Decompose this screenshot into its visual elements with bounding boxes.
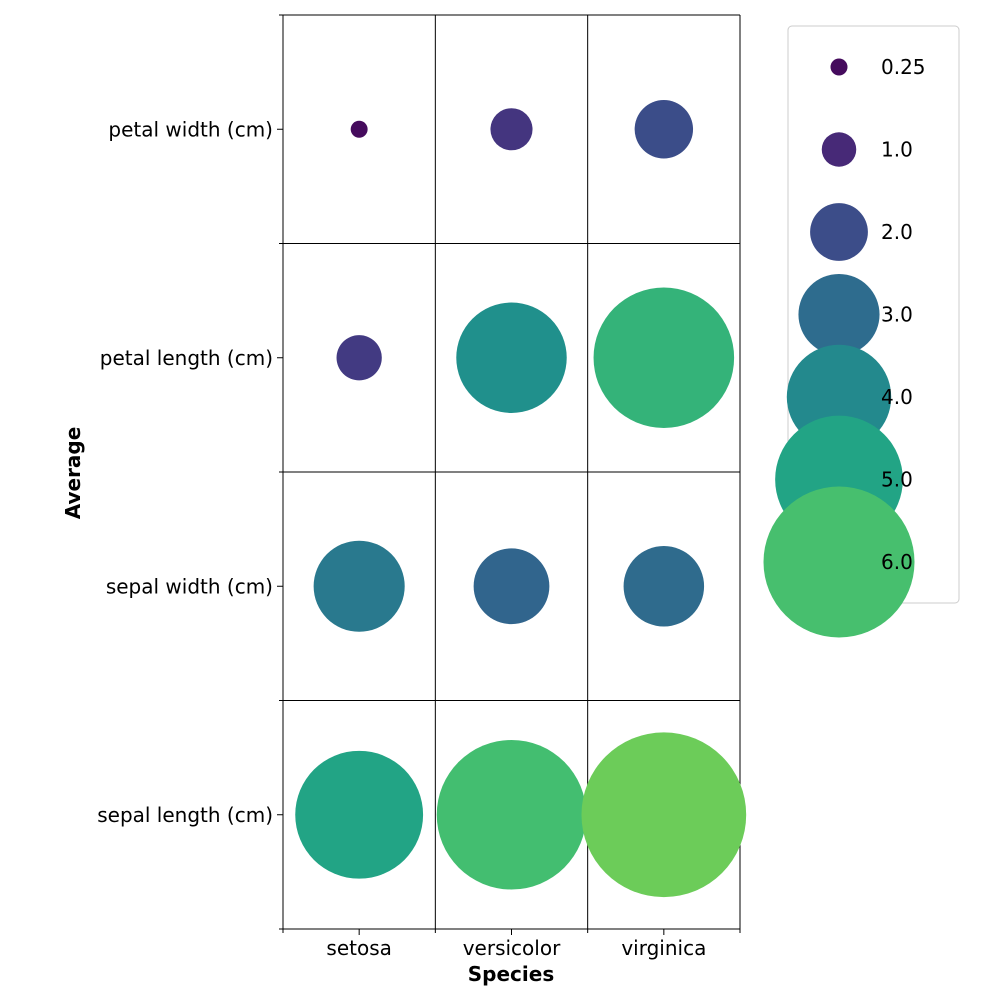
legend: 0.25 1.0 2.0 3.0 4.0 5.0 6.0: [763, 25, 960, 638]
legend-label: 5.0: [881, 468, 913, 492]
legend-label: 0.25: [881, 55, 926, 79]
y-axis-title: Average: [61, 427, 85, 520]
legend-label: 3.0: [881, 303, 913, 327]
legend-label: 6.0: [881, 550, 913, 574]
bubble-virginica-sepal-length: [581, 732, 747, 898]
bubble-versicolor-sepal-width: [473, 548, 550, 625]
x-tick-labels: setosa versicolor virginica: [326, 929, 706, 960]
bubble-versicolor-petal-length: [456, 302, 567, 413]
legend-label: 2.0: [881, 220, 913, 244]
bubble-setosa-sepal-width: [313, 540, 405, 632]
x-axis-title: Species: [468, 962, 554, 986]
bubble-virginica-petal-width: [634, 100, 694, 159]
bubble-setosa-petal-length: [336, 335, 382, 381]
bubble-versicolor-petal-width: [490, 108, 533, 151]
bubbles: [295, 100, 747, 898]
x-tick-label-setosa: setosa: [326, 936, 391, 960]
bubble-setosa-petal-width: [350, 120, 368, 138]
legend-marker: [798, 273, 880, 356]
x-tick-label-virginica: virginica: [621, 936, 706, 960]
y-tick-label: petal width (cm): [108, 117, 273, 141]
legend-marker: [830, 58, 848, 76]
y-tick-label: petal length (cm): [100, 346, 273, 370]
legend-marker: [821, 132, 857, 167]
y-tick-label: sepal length (cm): [97, 803, 273, 827]
x-tick-label-versicolor: versicolor: [463, 936, 561, 960]
bubble-setosa-sepal-length: [295, 750, 424, 879]
bubble-versicolor-sepal-length: [436, 739, 587, 890]
bubble-virginica-sepal-width: [623, 546, 705, 627]
y-tick-label: sepal width (cm): [106, 574, 273, 598]
y-tick-labels: sepal length (cm) sepal width (cm) petal l…: [97, 117, 283, 827]
legend-marker: [763, 486, 915, 638]
legend-label: 4.0: [881, 385, 913, 409]
bubble-virginica-petal-length: [593, 287, 735, 429]
legend-label: 1.0: [881, 138, 913, 162]
legend-marker: [810, 203, 868, 261]
